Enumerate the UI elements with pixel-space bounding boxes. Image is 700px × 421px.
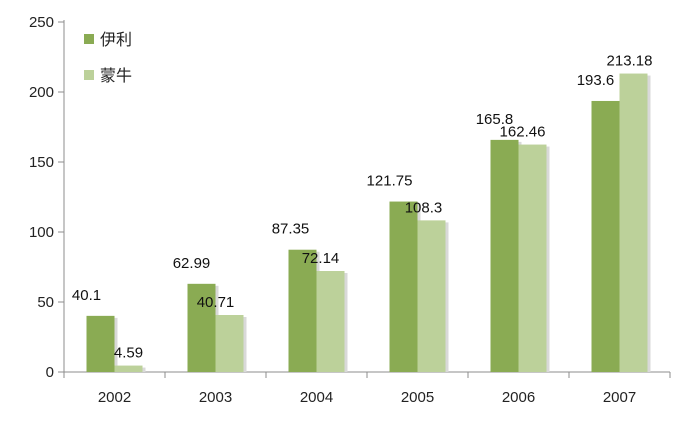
y-tick-label: 200	[29, 84, 54, 101]
bar-yili	[389, 201, 418, 372]
data-label: 87.35	[272, 221, 310, 238]
bar-yili	[591, 100, 620, 373]
bar-mengniu	[114, 365, 143, 372]
legend-swatch	[84, 70, 94, 80]
x-tick-label: 2007	[603, 389, 636, 406]
legend-label: 伊利	[100, 30, 132, 49]
data-label: 165.8	[476, 111, 514, 128]
x-tick-label: 2003	[199, 389, 232, 406]
y-tick-label: 0	[46, 364, 54, 381]
bar-mengniu	[215, 315, 244, 372]
y-tick-label: 250	[29, 14, 54, 31]
data-labels: 40.1 4.59 62.99 40.71 87.35 72.14 121.75 108.3 1…	[72, 53, 653, 362]
data-label: 40.1	[72, 287, 101, 304]
legend-label: 蒙牛	[100, 66, 132, 85]
bar-yili	[288, 249, 317, 372]
bar-yili	[187, 283, 216, 372]
data-label: 193.6	[577, 72, 615, 89]
bar-mengniu	[417, 220, 446, 372]
data-label: 213.18	[607, 53, 653, 70]
data-label: 40.71	[197, 294, 235, 311]
x-tick-label: 2004	[300, 389, 333, 406]
bar-yili	[86, 315, 115, 372]
y-tick-label: 100	[29, 224, 54, 241]
bar-mengniu	[316, 271, 345, 372]
y-tick-label: 150	[29, 154, 54, 171]
bar-mengniu	[619, 73, 648, 372]
y-tick-label: 50	[37, 294, 54, 311]
data-label: 4.59	[114, 345, 143, 362]
data-label: 121.75	[367, 173, 413, 190]
data-label: 108.3	[405, 199, 443, 216]
x-tick-label: 2006	[502, 389, 535, 406]
bar-yili	[490, 139, 519, 372]
bar-mengniu	[518, 144, 547, 372]
x-tick-label: 2005	[401, 389, 434, 406]
data-label: 162.46	[500, 124, 546, 141]
data-label: 72.14	[302, 250, 340, 267]
legend-swatch	[84, 34, 94, 44]
data-label: 62.99	[173, 255, 211, 272]
axes: 0 50 100 150 200 250 2002 2003 2004 2005 2006 2007	[29, 14, 671, 406]
x-tick-label: 2002	[98, 389, 131, 406]
bars	[86, 73, 651, 373]
